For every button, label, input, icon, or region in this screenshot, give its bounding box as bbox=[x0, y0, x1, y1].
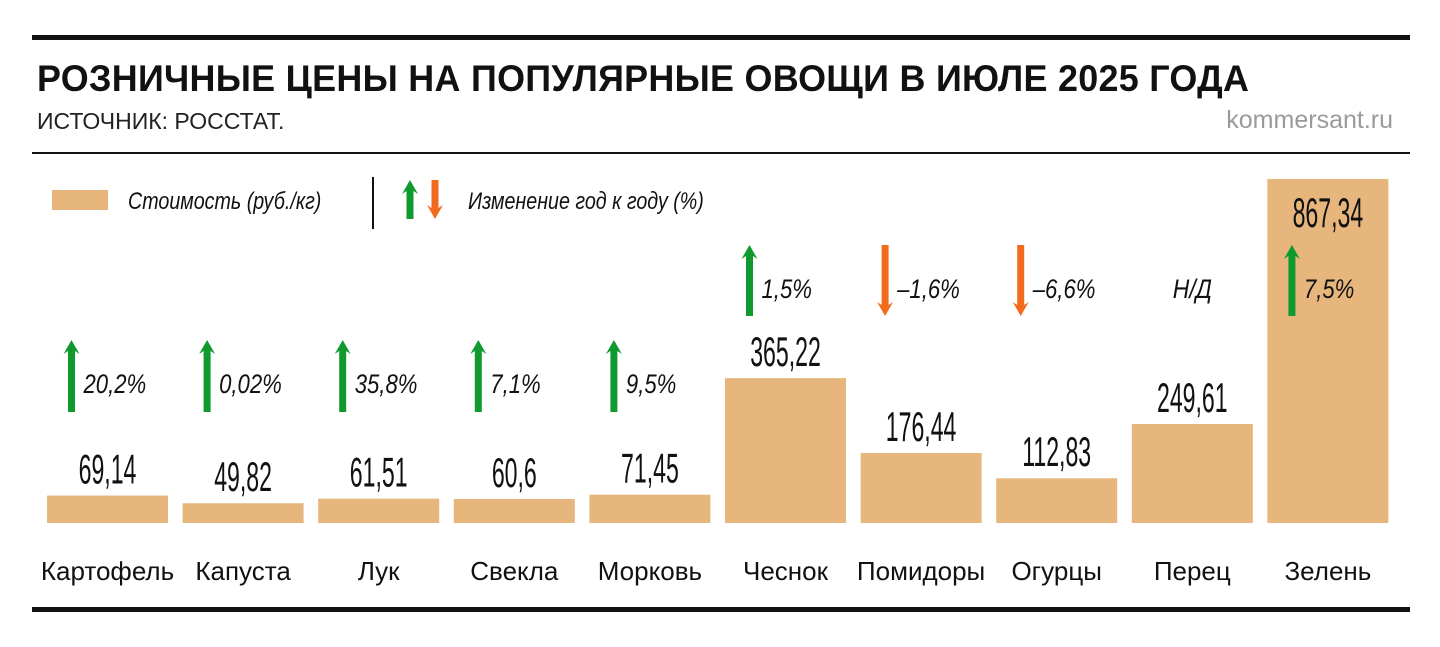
bar-8 bbox=[996, 478, 1118, 523]
category-label: Лук bbox=[358, 556, 400, 586]
value-label: 112,83 bbox=[1022, 429, 1091, 476]
bar-5 bbox=[589, 494, 711, 523]
arrow-up-icon bbox=[63, 340, 80, 412]
bar-9 bbox=[1131, 424, 1253, 523]
site-label: kommersant.ru bbox=[1226, 106, 1393, 134]
legend-up-arrow bbox=[402, 180, 418, 219]
change-label: 9,5% bbox=[626, 370, 676, 400]
legend-swatch bbox=[52, 190, 108, 210]
change-arrow bbox=[877, 245, 894, 316]
category-label: Зелень bbox=[1284, 556, 1371, 586]
value-label: 69,14 bbox=[79, 446, 137, 493]
legend-change-label: Изменение год к году (%) bbox=[468, 187, 704, 214]
change-arrow bbox=[470, 340, 487, 412]
change-arrow bbox=[741, 245, 758, 316]
value-label: 176,44 bbox=[886, 404, 957, 451]
change-label: 35,8% bbox=[355, 370, 418, 400]
arrow-up-icon bbox=[334, 340, 351, 412]
arrow-up-icon bbox=[741, 245, 758, 316]
change-arrow bbox=[334, 340, 351, 412]
category-label: Огурцы bbox=[1011, 556, 1101, 586]
value-label: 49,82 bbox=[214, 454, 272, 501]
bottom-rule bbox=[32, 607, 1410, 612]
change-label: –6,6% bbox=[1032, 275, 1096, 305]
header-divider bbox=[32, 152, 1410, 154]
value-label: 61,51 bbox=[350, 449, 408, 496]
category-label: Морковь bbox=[598, 556, 702, 586]
arrow-up-icon bbox=[402, 180, 418, 219]
legend-bar-label: Стоимость (руб./кг) bbox=[128, 187, 321, 214]
value-label: 249,61 bbox=[1157, 375, 1228, 422]
bar-2 bbox=[182, 503, 304, 523]
change-label: Н/Д bbox=[1173, 274, 1212, 304]
value-label: 71,45 bbox=[621, 445, 679, 492]
arrow-down-icon bbox=[427, 180, 443, 219]
bar-6 bbox=[725, 378, 846, 523]
bar-4 bbox=[453, 498, 575, 523]
category-label: Помидоры bbox=[857, 556, 985, 586]
change-arrow bbox=[1012, 245, 1029, 316]
bar-1 bbox=[47, 495, 168, 523]
legend-divider bbox=[372, 177, 374, 229]
change-label: 0,02% bbox=[219, 370, 282, 400]
change-label: –1,6% bbox=[896, 275, 960, 305]
change-label: 1,5% bbox=[762, 275, 812, 305]
category-label: Свекла bbox=[470, 556, 559, 586]
arrow-down-icon bbox=[1012, 245, 1029, 316]
arrow-up-icon bbox=[470, 340, 487, 412]
value-label: 867,34 bbox=[1293, 190, 1364, 237]
bar-7 bbox=[860, 453, 982, 523]
arrow-up-icon bbox=[1283, 245, 1300, 316]
value-label: 365,22 bbox=[750, 329, 821, 376]
category-label: Чеснок bbox=[743, 556, 829, 586]
value-label: 60,6 bbox=[492, 450, 537, 497]
change-arrow bbox=[63, 340, 80, 412]
top-rule bbox=[32, 35, 1410, 40]
chart-title: РОЗНИЧНЫЕ ЦЕНЫ НА ПОПУЛЯРНЫЕ ОВОЩИ В ИЮЛ… bbox=[37, 58, 1250, 99]
change-label: 7,1% bbox=[490, 370, 540, 400]
change-label: 20,2% bbox=[83, 370, 147, 400]
bar-10 bbox=[1267, 179, 1389, 523]
category-label: Перец bbox=[1154, 556, 1231, 586]
legend-down-arrow bbox=[427, 180, 443, 219]
bar-3 bbox=[318, 498, 440, 523]
category-label: Картофель bbox=[41, 556, 174, 586]
change-label: 7,5% bbox=[1304, 275, 1354, 305]
source-label: ИСТОЧНИК: РОССТАТ. bbox=[37, 108, 285, 134]
change-arrow bbox=[199, 340, 216, 412]
category-label: Капуста bbox=[195, 556, 291, 586]
arrow-down-icon bbox=[877, 245, 894, 316]
arrow-up-icon bbox=[605, 340, 622, 412]
change-arrow bbox=[605, 340, 622, 412]
arrow-up-icon bbox=[199, 340, 216, 412]
change-arrow bbox=[1283, 245, 1300, 316]
